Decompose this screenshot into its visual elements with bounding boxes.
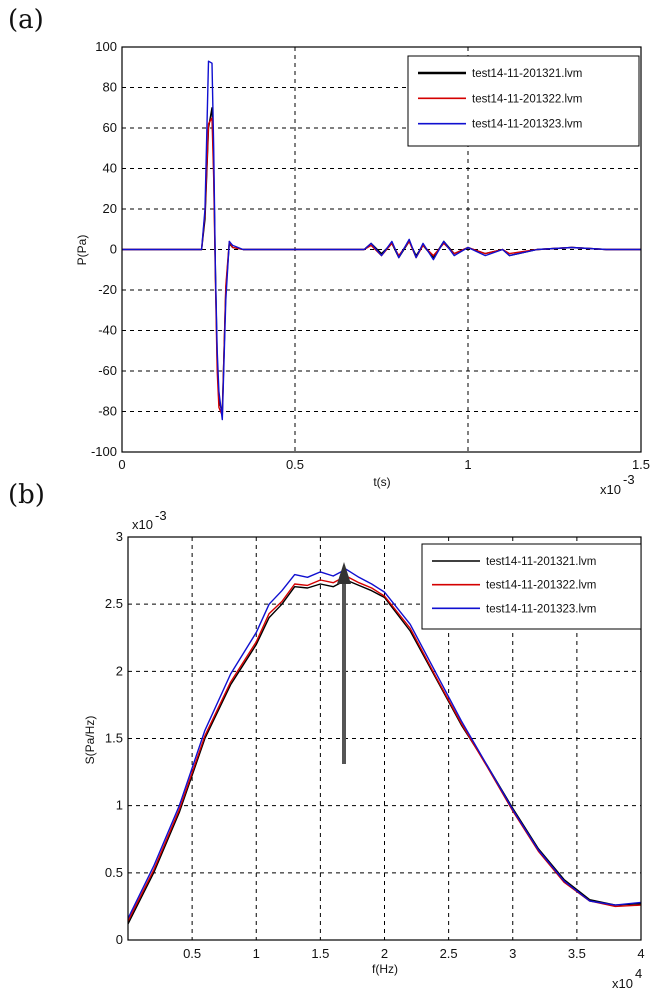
x-multiplier-exp-a: -3 xyxy=(623,472,635,487)
x-tick-label-b: 4 xyxy=(637,946,644,961)
series-line-a-1 xyxy=(122,107,641,413)
x-multiplier-a: x10 xyxy=(600,482,621,497)
y-tick-label-b: 3 xyxy=(116,529,123,544)
x-tick-label-a: 1 xyxy=(464,457,471,472)
y-tick-label-b: 1 xyxy=(116,798,123,813)
legend-entry-a-2: test14-11-201322.lvm xyxy=(472,93,582,105)
x-tick-label-b: 2 xyxy=(381,946,388,961)
x-multiplier-exp-b: 4 xyxy=(635,966,642,981)
x-tick-label-a: 0 xyxy=(118,457,125,472)
y-axis-label-b: S(Pa/Hz) xyxy=(83,716,97,765)
panel-label-b: (b) xyxy=(8,480,45,510)
legend-entry-b-2: test14-11-201322.lvm xyxy=(486,580,596,592)
y-tick-label-a: -40 xyxy=(98,323,117,338)
legend-entry-a-3: test14-11-201323.lvm xyxy=(472,119,582,131)
y-tick-label-a: -100 xyxy=(91,444,117,459)
y-tick-label-b: 0 xyxy=(116,932,123,947)
plot-frame-a xyxy=(121,46,642,453)
y-tick-label-b: 1.5 xyxy=(105,731,123,746)
x-tick-label-b: 3.5 xyxy=(568,946,586,961)
y-tick-label-a: 100 xyxy=(95,39,117,54)
y-tick-label-a: 0 xyxy=(110,242,117,257)
panel-label-a: (a) xyxy=(8,5,44,35)
legend-entry-a-1: test14-11-201321.lvm xyxy=(472,68,582,80)
x-tick-label-b: 1 xyxy=(253,946,260,961)
y-tick-label-a: 60 xyxy=(103,120,117,135)
x-axis-label-b: f(Hz) xyxy=(372,962,398,976)
legend-box-b xyxy=(421,543,642,630)
legend-box-a xyxy=(407,55,640,147)
y-tick-label-b: 2.5 xyxy=(105,596,123,611)
x-multiplier-b: x10 xyxy=(612,976,633,991)
legend-entry-b-1: test14-11-201321.lvm xyxy=(486,556,596,568)
x-tick-label-b: 2.5 xyxy=(440,946,458,961)
y-tick-label-a: 40 xyxy=(103,161,117,176)
y-tick-label-a: -60 xyxy=(98,363,117,378)
x-tick-label-b: 3 xyxy=(509,946,516,961)
y-tick-label-a: 80 xyxy=(103,80,117,95)
x-tick-label-b: 0.5 xyxy=(183,946,201,961)
y-tick-label-a: -20 xyxy=(98,282,117,297)
peak-arrow-head xyxy=(337,562,351,584)
series-line-b-3 xyxy=(128,568,641,919)
y-tick-label-b: 0.5 xyxy=(105,865,123,880)
y-tick-label-a: 20 xyxy=(103,201,117,216)
legend-entry-b-3: test14-11-201323.lvm xyxy=(486,603,596,615)
y-multiplier-exp-b: -3 xyxy=(155,508,167,523)
x-tick-label-b: 1.5 xyxy=(311,946,329,961)
plot-frame-b xyxy=(127,536,642,941)
series-line-a-3 xyxy=(122,60,641,421)
x-tick-label-a: 1.5 xyxy=(632,457,650,472)
y-tick-label-b: 2 xyxy=(116,663,123,678)
y-axis-label-a: P(Pa) xyxy=(75,235,89,266)
series-line-b-1 xyxy=(128,579,641,925)
y-tick-label-a: -80 xyxy=(98,404,117,419)
y-multiplier-b: x10 xyxy=(132,517,153,532)
x-tick-label-a: 0.5 xyxy=(286,457,304,472)
x-axis-label-a: t(s) xyxy=(373,475,390,489)
